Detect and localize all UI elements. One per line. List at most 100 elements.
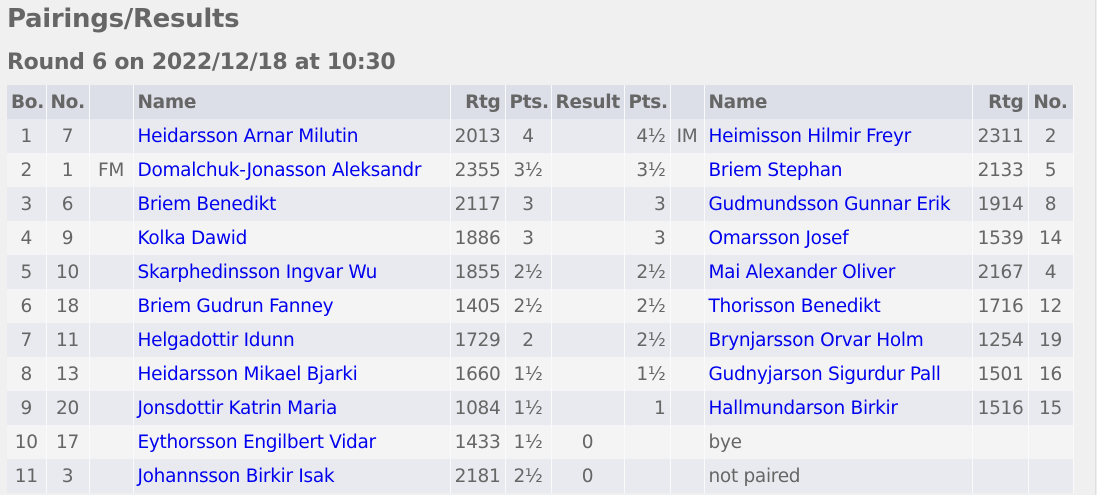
- name-cell: Skarphedinsson Ingvar Wu: [133, 255, 451, 289]
- name-cell-2: Thorisson Benedikt: [704, 289, 973, 323]
- header-name: Name: [133, 85, 451, 119]
- points-cell-2: [624, 459, 671, 493]
- result-cell: [551, 187, 625, 221]
- player-link[interactable]: Heidarsson Arnar Milutin: [137, 125, 359, 147]
- points-cell: 2½: [505, 459, 552, 493]
- name-cell-2: Omarsson Josef: [704, 221, 973, 255]
- table-row: 2 1 FM Domalchuk-Jonasson Aleksandr 2355 3½ 3½…: [7, 153, 1074, 187]
- player-link[interactable]: Briem Benedikt: [137, 193, 277, 215]
- title-cell-2: [670, 153, 705, 187]
- number-cell: 7: [46, 119, 90, 153]
- number-cell-2: [1028, 459, 1074, 493]
- number-cell-2: 12: [1028, 289, 1074, 323]
- name-cell-2: Heimisson Hilmir Freyr: [704, 119, 973, 153]
- table-row: 9 20 Jonsdottir Katrin Maria 1084 1½ 1 Hallmun…: [7, 391, 1074, 425]
- result-cell: [551, 289, 625, 323]
- title-cell: [89, 391, 134, 425]
- title-cell: [89, 459, 134, 493]
- rating-cell: 2117: [450, 187, 506, 221]
- title-cell-2: [670, 459, 705, 493]
- number-cell: 3: [46, 459, 90, 493]
- header-number: No.: [46, 85, 90, 119]
- title-cell: [89, 425, 134, 459]
- name-cell: Helgadottir Idunn: [133, 323, 451, 357]
- number-cell: 18: [46, 289, 90, 323]
- player-link[interactable]: Kolka Dawid: [137, 227, 248, 249]
- points-cell-2: 3: [624, 187, 671, 221]
- player-link[interactable]: Mai Alexander Oliver: [708, 261, 896, 283]
- title-cell: [89, 357, 134, 391]
- number-cell-2: 2: [1028, 119, 1074, 153]
- number-cell-2: 16: [1028, 357, 1074, 391]
- rating-cell-2: 1501: [972, 357, 1029, 391]
- player-link[interactable]: Heidarsson Mikael Bjarki: [137, 363, 358, 385]
- rating-cell: 1886: [450, 221, 506, 255]
- number-cell: 20: [46, 391, 90, 425]
- result-cell: 0: [551, 425, 625, 459]
- page-title: Pairings/Results: [7, 4, 240, 34]
- points-cell: 4: [505, 119, 552, 153]
- board-cell: 6: [7, 289, 47, 323]
- points-cell: 1½: [505, 357, 552, 391]
- board-cell: 3: [7, 187, 47, 221]
- board-cell: 7: [7, 323, 47, 357]
- rating-cell: 1729: [450, 323, 506, 357]
- player-link[interactable]: Johannsson Birkir Isak: [137, 465, 335, 487]
- name-cell: Heidarsson Mikael Bjarki: [133, 357, 451, 391]
- number-cell: 10: [46, 255, 90, 289]
- header-number-2: No.: [1028, 85, 1074, 119]
- header-rating-2: Rtg: [972, 85, 1029, 119]
- rating-cell: 1660: [450, 357, 506, 391]
- player-link[interactable]: Briem Stephan: [708, 159, 843, 181]
- points-cell-2: 1½: [624, 357, 671, 391]
- table-row: 10 17 Eythorsson Engilbert Vidar 1433 1½ 0 bye: [7, 425, 1074, 459]
- window-edge: [1095, 0, 1096, 495]
- player-link[interactable]: Skarphedinsson Ingvar Wu: [137, 261, 378, 283]
- header-title-2: [670, 85, 705, 119]
- number-cell-2: [1028, 425, 1074, 459]
- rating-cell-2: 1516: [972, 391, 1029, 425]
- board-cell: 11: [7, 459, 47, 493]
- header-board: Bo.: [7, 85, 47, 119]
- player-link[interactable]: Heimisson Hilmir Freyr: [708, 125, 912, 147]
- player-link[interactable]: Hallmundarson Birkir: [708, 397, 898, 419]
- player-link[interactable]: Gudnyjarson Sigurdur Pall: [708, 363, 941, 385]
- table-row: 11 3 Johannsson Birkir Isak 2181 2½ 0 not pair…: [7, 459, 1074, 493]
- rating-cell: 1084: [450, 391, 506, 425]
- rating-cell-2: 1254: [972, 323, 1029, 357]
- points-cell-2: 2½: [624, 289, 671, 323]
- player-link[interactable]: Briem Gudrun Fanney: [137, 295, 334, 317]
- title-cell-2: [670, 425, 705, 459]
- points-cell: 3: [505, 187, 552, 221]
- points-cell-2: 3½: [624, 153, 671, 187]
- points-cell-2: 4½: [624, 119, 671, 153]
- name-cell: Briem Gudrun Fanney: [133, 289, 451, 323]
- number-cell-2: 5: [1028, 153, 1074, 187]
- player-link[interactable]: Gudmundsson Gunnar Erik: [708, 193, 951, 215]
- points-cell-2: 3: [624, 221, 671, 255]
- table-row: 4 9 Kolka Dawid 1886 3 3 Omarsson Josef 1539 14: [7, 221, 1074, 255]
- pairings-table: Bo. No. Name Rtg Pts. Result Pts. Name R…: [7, 85, 1074, 493]
- points-cell-2: 2½: [624, 323, 671, 357]
- title-cell-2: [670, 391, 705, 425]
- player-link[interactable]: Brynjarsson Orvar Holm: [708, 329, 924, 351]
- header-name-2: Name: [704, 85, 973, 119]
- name-cell: Kolka Dawid: [133, 221, 451, 255]
- number-cell: 17: [46, 425, 90, 459]
- board-cell: 4: [7, 221, 47, 255]
- points-cell: 2: [505, 323, 552, 357]
- player-link[interactable]: Jonsdottir Katrin Maria: [137, 397, 338, 419]
- title-cell-2: [670, 221, 705, 255]
- title-cell-2: [670, 357, 705, 391]
- player-link[interactable]: Thorisson Benedikt: [708, 295, 881, 317]
- rating-cell-2: [972, 425, 1029, 459]
- player-link[interactable]: Helgadottir Idunn: [137, 329, 295, 351]
- player-link[interactable]: Domalchuk-Jonasson Aleksandr: [137, 159, 422, 181]
- board-cell: 10: [7, 425, 47, 459]
- result-cell: 0: [551, 459, 625, 493]
- header-rating: Rtg: [450, 85, 506, 119]
- player-link[interactable]: Omarsson Josef: [708, 227, 849, 249]
- name-cell: Heidarsson Arnar Milutin: [133, 119, 451, 153]
- player-link[interactable]: Eythorsson Engilbert Vidar: [137, 431, 377, 453]
- title-cell-2: [670, 255, 705, 289]
